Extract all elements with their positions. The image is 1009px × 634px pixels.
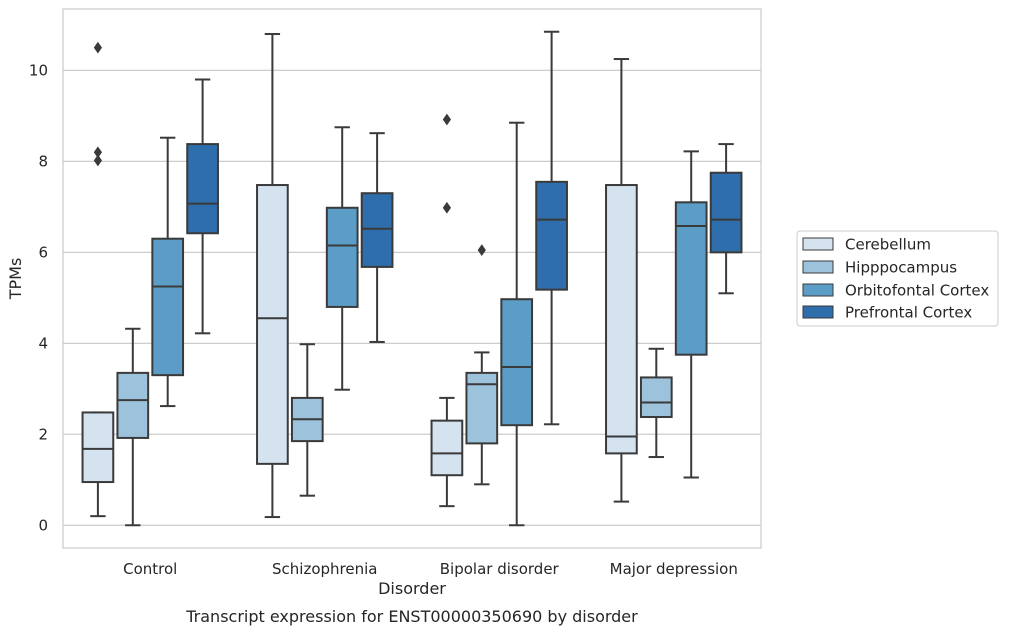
outlier-point xyxy=(442,113,452,126)
legend-item: Cerebellum xyxy=(802,236,931,254)
legend-frame xyxy=(796,230,999,327)
legend-label: Hipppocampus xyxy=(845,259,957,277)
y-tick-label: 8 xyxy=(38,152,48,170)
plot-frame xyxy=(62,8,762,549)
box-rect xyxy=(605,184,638,455)
y-tick-label: 0 xyxy=(38,516,48,534)
box-rect xyxy=(81,411,115,484)
box-rect xyxy=(325,206,359,308)
box-rect xyxy=(360,192,394,268)
y-tick-label: 10 xyxy=(29,61,48,79)
box-group xyxy=(674,150,708,479)
box-group xyxy=(290,343,324,497)
box-group xyxy=(325,126,359,391)
x-tick-label: Bipolar disorder xyxy=(440,560,560,578)
legend-swatch-hipppocampus xyxy=(802,260,834,274)
box-group xyxy=(116,327,150,527)
x-tick-labels: Control Schizophrenia Bipolar disorder Majo… xyxy=(123,560,738,578)
outlier-point xyxy=(442,201,452,214)
box-group xyxy=(639,347,673,459)
x-axis-title: Disorder xyxy=(378,579,446,598)
x-tick-label: Control xyxy=(123,560,177,578)
y-axis-title: TPMs xyxy=(6,258,25,301)
box-rect xyxy=(116,371,150,439)
box-rect xyxy=(535,180,568,291)
box-group xyxy=(500,121,534,527)
legend-swatch-prefrontal-cortex xyxy=(802,305,834,319)
box-group xyxy=(709,143,743,295)
legend-label: Cerebellum xyxy=(845,236,931,254)
box-group xyxy=(360,132,394,343)
box-group xyxy=(535,30,568,426)
outlier-point xyxy=(477,244,486,256)
box-rect xyxy=(709,171,743,254)
legend-item: Prefrontal Cortex xyxy=(802,304,972,322)
box-group xyxy=(430,113,464,508)
box-group xyxy=(465,244,499,486)
box-plot-marks xyxy=(81,30,743,527)
box-rect xyxy=(256,184,289,465)
legend-item: Hipppocampus xyxy=(802,259,957,277)
figure-caption: Transcript expression for ENST0000035069… xyxy=(185,607,638,626)
box-group xyxy=(81,41,115,518)
x-tick-label: Major depression xyxy=(610,560,738,578)
box-rect xyxy=(151,237,185,377)
legend-label: Prefrontal Cortex xyxy=(845,304,972,322)
outlier-point xyxy=(93,154,103,167)
legend-item: Orbitofontal Cortex xyxy=(802,282,989,300)
box-group xyxy=(151,136,185,408)
x-tick-label: Schizophrenia xyxy=(272,560,377,578)
box-group xyxy=(186,78,219,335)
box-rect xyxy=(430,419,464,477)
box-group xyxy=(256,33,289,519)
box-rect xyxy=(639,376,673,419)
box-rect xyxy=(674,201,708,356)
legend-swatch-cerebellum xyxy=(802,237,834,251)
y-tick-label: 6 xyxy=(38,243,48,261)
box-rect xyxy=(186,143,219,235)
y-tick-labels: 0 2 4 6 8 10 xyxy=(29,61,48,534)
box-group xyxy=(605,58,638,503)
outlier-point xyxy=(93,41,103,54)
legend-swatch-orbitofontal-cortex xyxy=(802,283,834,297)
box-rect xyxy=(500,298,534,427)
legend-label: Orbitofontal Cortex xyxy=(845,282,989,300)
y-tick-label: 4 xyxy=(38,334,48,352)
y-tick-label: 2 xyxy=(38,425,48,443)
legend: Cerebellum Hipppocampus Orbitofontal Cor… xyxy=(796,230,999,327)
